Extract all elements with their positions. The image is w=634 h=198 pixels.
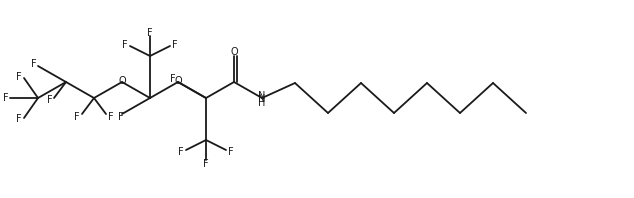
Text: F: F bbox=[172, 40, 178, 50]
Text: F: F bbox=[31, 59, 37, 69]
Text: F: F bbox=[16, 72, 22, 82]
Text: O: O bbox=[230, 47, 238, 57]
Text: F: F bbox=[147, 28, 153, 38]
Text: F: F bbox=[3, 93, 9, 103]
Text: F: F bbox=[108, 112, 113, 122]
Text: H: H bbox=[258, 98, 266, 108]
Text: O: O bbox=[174, 76, 182, 86]
Text: F: F bbox=[16, 114, 22, 124]
Text: F: F bbox=[228, 147, 233, 157]
Text: O: O bbox=[118, 76, 126, 86]
Text: N: N bbox=[258, 91, 266, 101]
Text: N: N bbox=[258, 94, 266, 104]
Text: F: F bbox=[48, 95, 53, 105]
Text: F: F bbox=[118, 112, 124, 122]
Text: F: F bbox=[122, 40, 128, 50]
Text: F: F bbox=[203, 159, 209, 169]
Text: F: F bbox=[171, 74, 176, 84]
Text: F: F bbox=[74, 112, 80, 122]
Text: F: F bbox=[178, 147, 184, 157]
